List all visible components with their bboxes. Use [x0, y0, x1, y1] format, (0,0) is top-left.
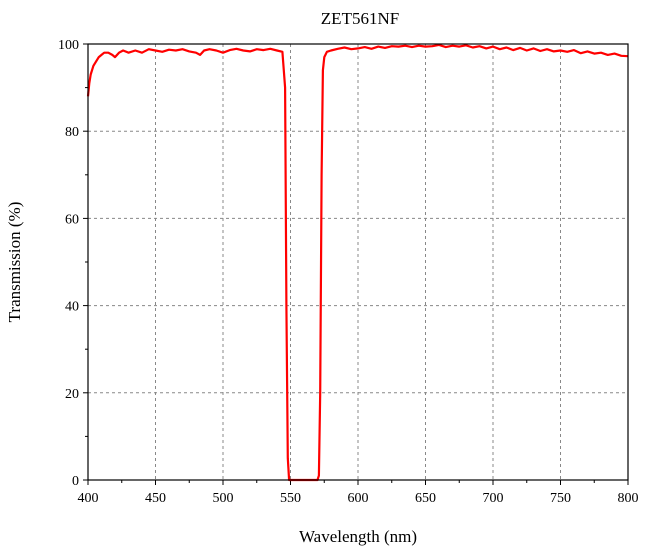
y-axis-ticks: 0 20 40 60 80 100 — [58, 38, 88, 489]
x-axis-ticks: 400 450 500 550 600 650 700 750 800 — [78, 480, 639, 506]
x-tick-label: 550 — [280, 491, 301, 506]
plot-frame — [87, 43, 629, 481]
y-tick-label: 40 — [65, 300, 79, 315]
x-tick-label: 650 — [415, 491, 436, 506]
y-tick-label: 60 — [65, 212, 79, 227]
x-tick-label: 700 — [483, 491, 504, 506]
x-tick-label: 750 — [550, 491, 571, 506]
grid-lines — [88, 44, 628, 480]
y-tick-label: 0 — [72, 474, 79, 489]
chart-title: ZET561NF — [321, 9, 399, 28]
y-tick-label: 100 — [58, 38, 79, 53]
x-tick-label: 400 — [78, 491, 99, 506]
x-tick-label: 500 — [213, 491, 234, 506]
series-line — [86, 43, 629, 482]
y-tick-label: 80 — [65, 125, 79, 140]
y-tick-label: 20 — [65, 387, 79, 402]
x-tick-label: 450 — [145, 491, 166, 506]
x-tick-label: 800 — [618, 491, 639, 506]
x-axis-title: Wavelength (nm) — [299, 527, 417, 546]
y-axis-title: Transmission (%) — [5, 202, 24, 323]
x-tick-label: 600 — [348, 491, 369, 506]
